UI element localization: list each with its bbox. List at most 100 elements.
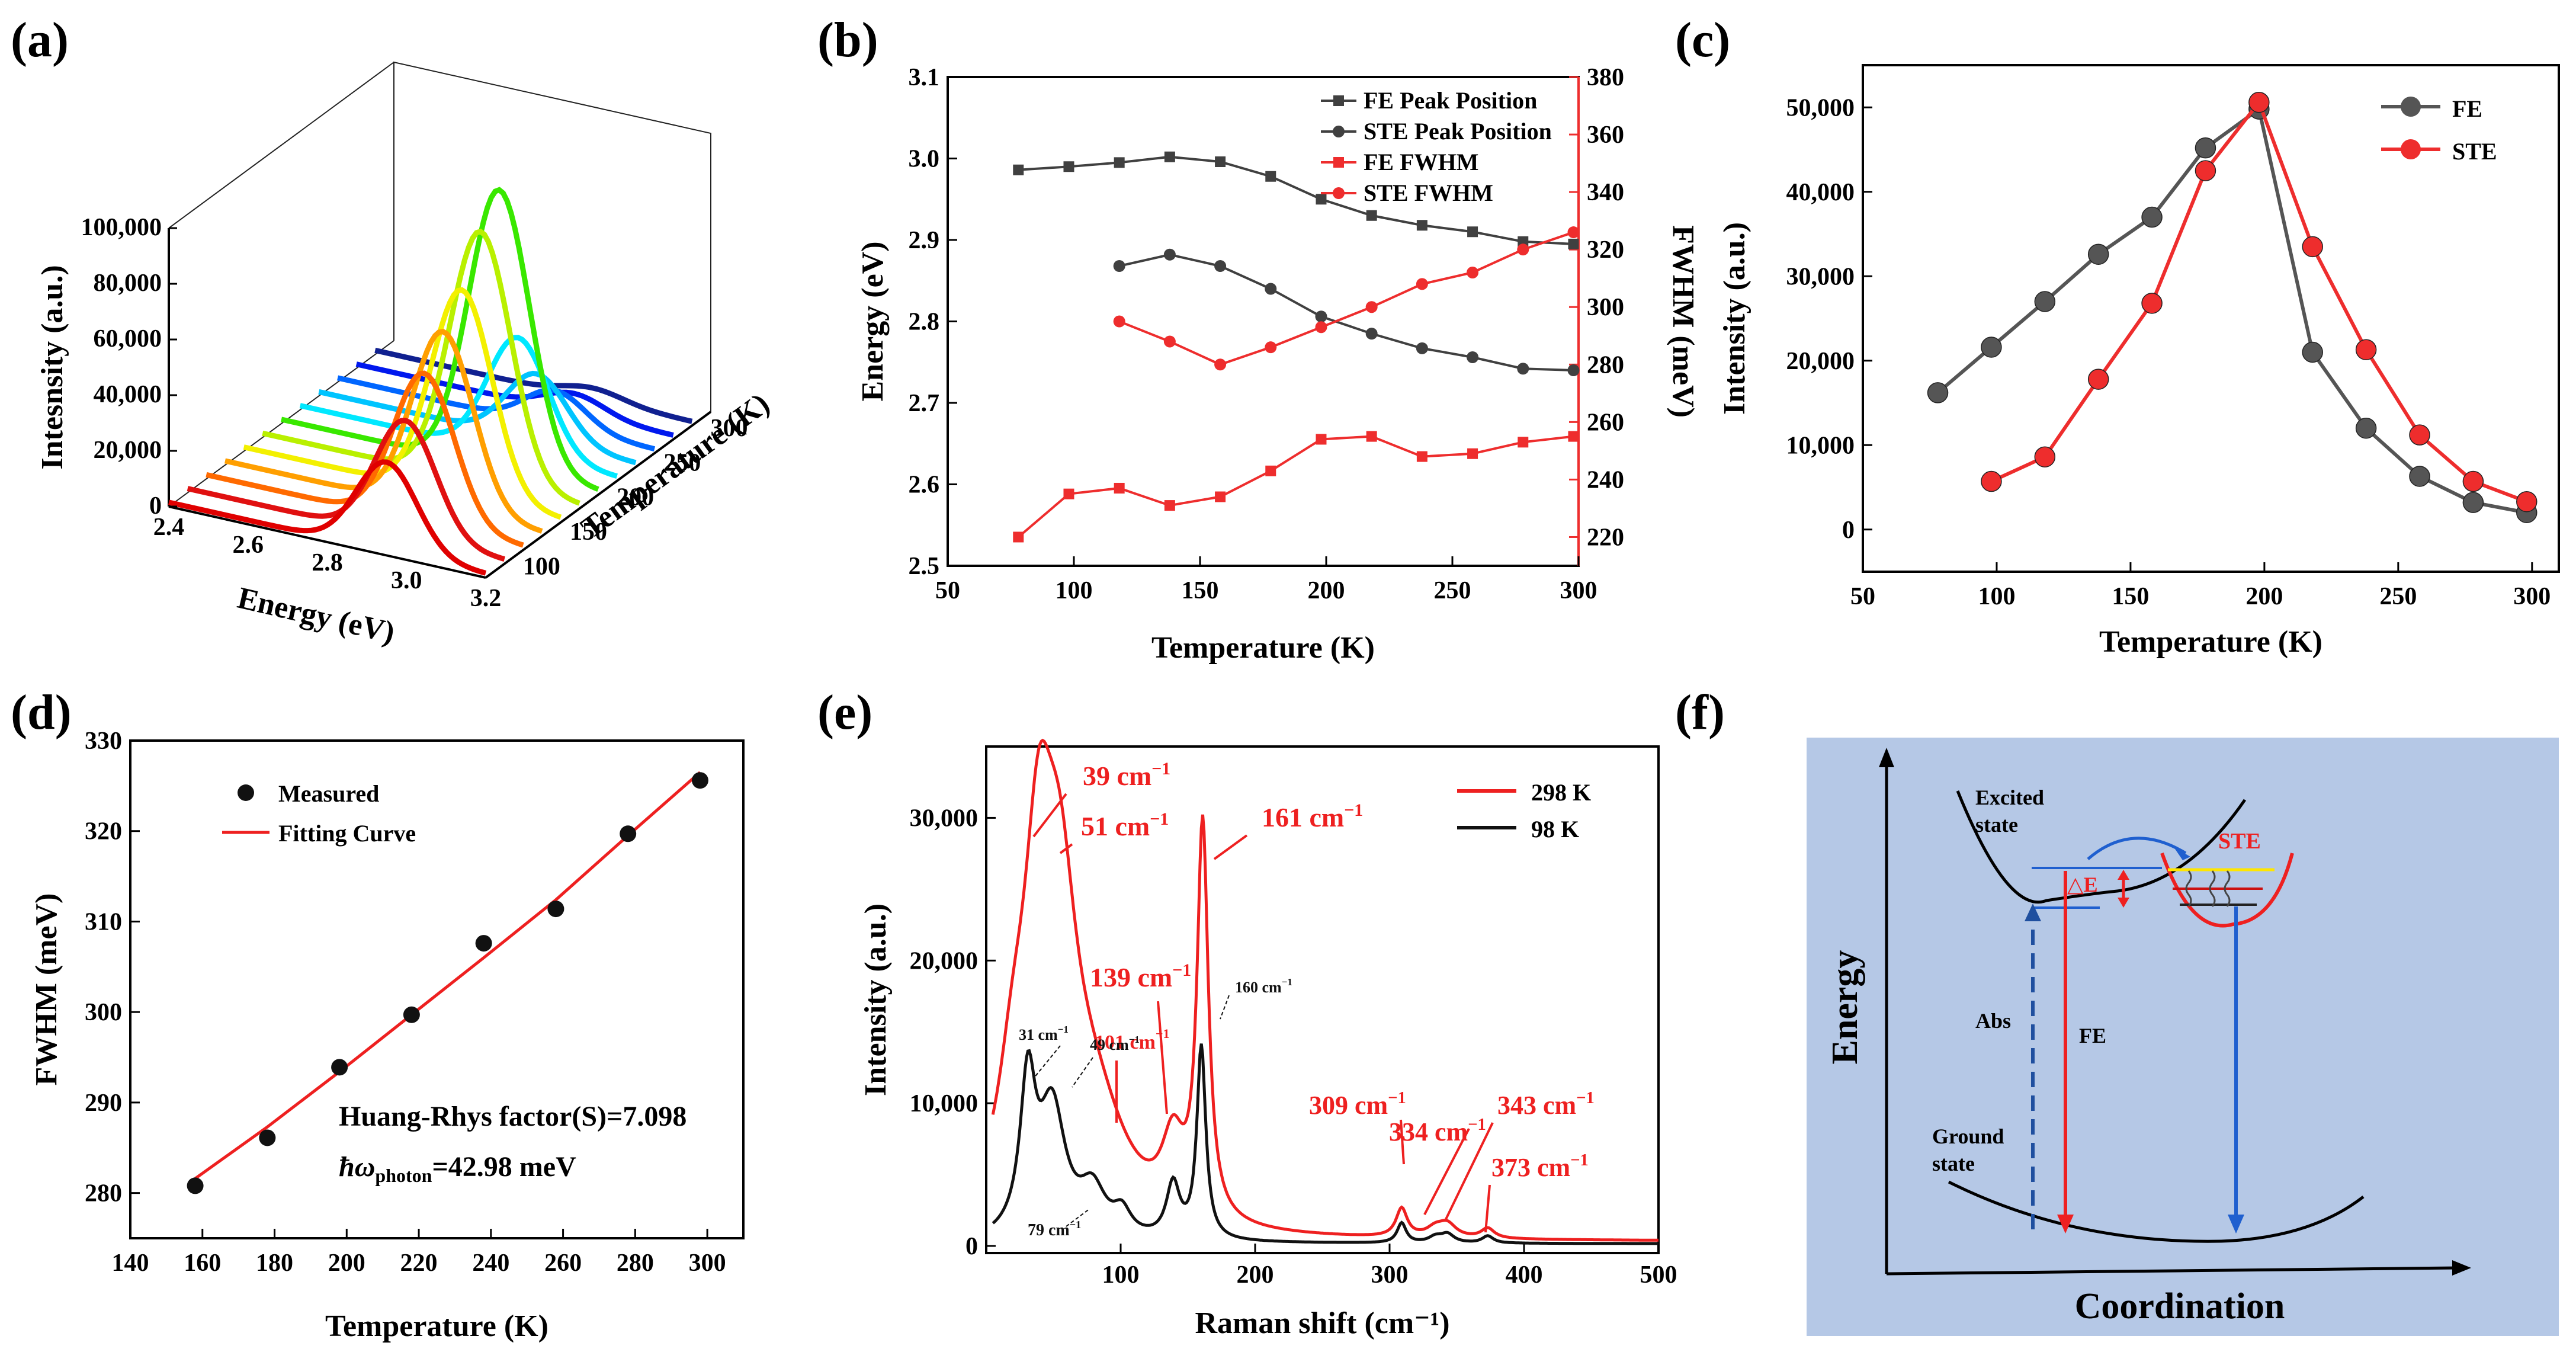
raman-peak-label-red: 139 cm−1 [1090,960,1191,992]
x-tick-label: 2.4 [153,514,185,541]
peak-unit-sup: −1 [1468,1116,1486,1134]
data-point [2087,369,2109,390]
annotation-arrow [1059,843,1073,854]
panel-a-3d-spectra: 0 20,000 40,000 60,000 80,000 100,000 2.4 2.6 2.… [36,61,776,650]
data-point [1265,283,1277,295]
y-tick-label: 320 [85,818,122,845]
data-point [2141,206,2163,228]
panel-f-diagram: Energy Coordination Excited state Ground stat… [1807,738,2559,1336]
measured-point [331,1059,348,1076]
peak-unit-sup: −1 [1282,976,1292,988]
y-tick-label: 2.5 [909,553,940,580]
coordination-axis-label: Coordination [2075,1286,2285,1327]
fe-label: FE [2079,1024,2106,1047]
y-tick-label: 10,000 [1786,432,1855,459]
panel-b-xlabel: Temperature (K) [1151,631,1375,665]
data-point [2302,236,2323,258]
x-tick-label: 150 [2112,583,2149,610]
panel-e-ylabel: Intensity (a.u.) [859,904,893,1096]
raman-spectrum-298k [991,738,1658,1242]
legend-marker [1333,157,1344,168]
data-point [1467,226,1478,238]
x-tick-label: 280 [617,1250,654,1277]
data-point [1416,342,1428,354]
data-point [1163,248,1176,261]
peak-unit: cm [1130,1031,1156,1053]
panel-e-xlabel: Raman shift (cm⁻¹) [1195,1306,1449,1340]
raman-peak-label-red: 309 cm−1 [1309,1089,1406,1120]
panel-label-b: (b) [817,12,878,68]
series-line-fe-peak-position [1018,155,1574,245]
legend-marker [2401,97,2421,117]
data-point [1214,260,1227,272]
data-point [1365,328,1378,340]
peak-unit-sup: −1 [1388,1089,1406,1107]
y2-tick-label: 320 [1587,236,1624,264]
panel-d-fwhm-fit: 140 160 180 200 220 240 260 280 300 280 290 300 310 3… [30,728,745,1343]
z-tick-label: 250 [663,449,701,476]
y-tick-label: 2.7 [909,390,940,417]
raman-peak-label-red: 101 cm−1 [1095,1026,1170,1053]
z-tick-label: 150 [570,518,607,546]
data-point [2087,244,2109,265]
energy-axis [168,505,486,579]
data-point [2462,492,2484,513]
ground-line2: state [1932,1152,1975,1175]
measured-point [187,1177,204,1194]
peak-unit: cm [1109,1036,1130,1053]
peak-value: 31 [1019,1026,1038,1043]
data-point [1568,431,1579,442]
panel-a-xlabel: Energy (eV) [235,581,398,650]
x-tick-label: 250 [2379,583,2417,610]
peak-value: 160 [1235,979,1262,996]
data-point [2355,418,2377,439]
peak-unit-sup: −1 [1172,960,1191,980]
y-tick-label: 0 [965,1233,978,1260]
peak-value: 309 [1309,1091,1355,1120]
legend-marker [1333,187,1345,199]
peak-unit: cm [1138,962,1173,992]
spectrum-curve-278k [355,361,674,438]
raman-peak-label-red: 343 cm−1 [1497,1089,1595,1120]
raman-spectrum-98k [992,1043,1658,1245]
y-tick-label: 50,000 [1786,94,1855,121]
x-tick-label: 2.6 [233,531,264,559]
panel-label-e: (e) [817,685,872,740]
data-point [2248,91,2270,113]
data-point [1063,161,1074,172]
y2-tick-label: 220 [1587,524,1624,551]
data-point [1214,358,1227,371]
peak-unit-sup: −1 [1151,759,1170,778]
x-tick-label: 100 [1978,583,2015,610]
legend-marker-measured [238,784,254,801]
ste-label: STE [2218,829,2261,854]
data-point [1416,220,1427,231]
spectrum-curve-298k [374,347,693,424]
y2-tick-label: 380 [1587,64,1624,91]
peak-unit-sup: −1 [1576,1089,1595,1107]
y-tick-label: 0 [149,492,162,520]
panel-d-xlabel: Temperature (K) [325,1309,548,1343]
spectrum-curve-198k [281,187,599,492]
delta-e-label: △E [2067,873,2098,896]
y2-tick-label: 300 [1587,294,1624,321]
spectrum-curve-158k [243,287,562,520]
data-point [1467,267,1479,278]
annotation-arrow [1400,1119,1405,1165]
legend-marker [2401,139,2421,159]
huang-rhys-annotation: Huang-Rhys factor(S)=7.098 [339,1101,686,1132]
data-point [1567,226,1580,239]
panel-c-intensity: 50 100 150 200 250 300 0 10,000 20,000 30,000 40,0… [1718,64,2560,659]
ste-curve [2160,852,2294,928]
x-tick-label: 50 [1850,583,1875,610]
legend-label: FE Peak Position [1364,87,1537,114]
z-tick-label: 300 [711,415,748,442]
data-point [1517,363,1529,375]
y-tick-label: 300 [85,999,122,1026]
x-tick-label: 160 [184,1250,221,1277]
y-tick-label: 290 [85,1090,122,1117]
spectrum-curve-118k [206,370,524,548]
peak-value: 79 [1028,1221,1048,1239]
series-line-ste [1990,98,2527,504]
data-point [2034,291,2056,312]
